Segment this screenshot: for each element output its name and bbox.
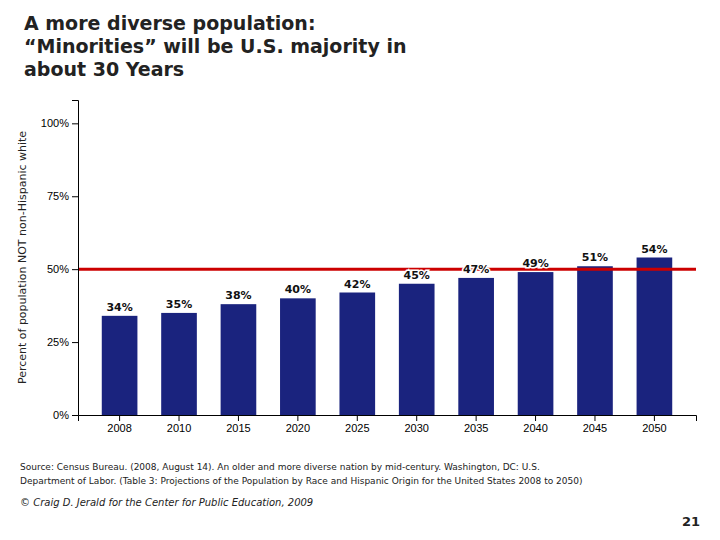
- y-tick-label: 50%: [47, 263, 69, 275]
- x-tick-label: 2050: [642, 422, 666, 434]
- y-tick-mark: [72, 269, 78, 270]
- x-tick-label: 2045: [583, 422, 607, 434]
- title: A more diverse population:“Minorities” w…: [24, 12, 406, 80]
- data-label: 45%: [404, 269, 430, 282]
- data-label: 42%: [344, 278, 370, 291]
- data-label: 38%: [225, 289, 251, 302]
- data-label: 54%: [641, 243, 667, 256]
- data-labels: 34% 35% 38% 40% 42% 45% 47% 49% 51% 54%: [106, 243, 667, 314]
- x-tick-mark: [416, 415, 417, 421]
- y-axis-line: [72, 101, 79, 416]
- title-line: “Minorities” will be U.S. majority in: [24, 35, 406, 57]
- title-line: A more diverse population:: [24, 12, 316, 34]
- y-tick: 25%: [47, 336, 78, 348]
- reference-line: [78, 268, 696, 271]
- x-tick-mark: [119, 415, 120, 421]
- x-tick: 2010: [167, 415, 191, 434]
- x-tick-label: 2040: [523, 422, 547, 434]
- annotation: 21: [682, 514, 700, 529]
- y-axis-label: Percent of population NOT non-Hispanic w…: [16, 131, 29, 384]
- y-tick: 75%: [47, 190, 78, 202]
- x-tick: 2020: [286, 415, 310, 434]
- y-tick: 100%: [41, 117, 78, 129]
- chart: A more diverse population:“Minorities” w…: [0, 0, 720, 540]
- bar: [399, 284, 435, 415]
- bar: [161, 313, 197, 415]
- data-label: 51%: [582, 251, 608, 264]
- bar: [102, 316, 138, 415]
- y-tick: 0%: [53, 409, 78, 421]
- x-tick-label: 2015: [226, 422, 250, 434]
- data-label: 34%: [106, 301, 132, 314]
- x-tick: 2008: [107, 415, 131, 434]
- bar: [339, 293, 375, 416]
- title-line: about 30 Years: [24, 58, 184, 80]
- annotation: © Craig D. Jerald for the Center for Pub…: [20, 497, 313, 508]
- x-tick: 2045: [583, 415, 607, 434]
- data-label: 47%: [463, 263, 489, 276]
- x-tick-label: 2030: [404, 422, 428, 434]
- y-tick-label: 0%: [53, 409, 69, 421]
- bar: [577, 266, 613, 415]
- y-tick: 50%: [47, 263, 78, 275]
- y-tick-label: 100%: [41, 117, 69, 129]
- data-label: 40%: [285, 283, 311, 296]
- x-tick: 2050: [642, 415, 666, 434]
- x-tick-mark: [238, 415, 239, 421]
- x-tick: 2015: [226, 415, 250, 434]
- x-tick-label: 2020: [286, 422, 310, 434]
- y-tick-label: 75%: [47, 190, 69, 202]
- x-tick: 2035: [464, 415, 488, 434]
- x-tick-mark: [179, 415, 180, 421]
- x-tick-label: 2008: [107, 422, 131, 434]
- marks: [78, 258, 696, 416]
- x-tick-mark: [357, 415, 358, 421]
- bar: [637, 258, 673, 416]
- x-tick-label: 2025: [345, 422, 369, 434]
- x-tick: 2030: [404, 415, 428, 434]
- y-tick-label: 25%: [47, 336, 69, 348]
- data-label: 49%: [522, 257, 548, 270]
- y-axis: 0% 25% 50% 75% 100%: [41, 101, 79, 422]
- x-axis: 2008 2010 2015 2020 2025 2030 2035 2040 2045 2050: [79, 415, 697, 434]
- x-tick: 2040: [523, 415, 547, 434]
- x-axis-line: [79, 416, 697, 422]
- x-tick: 2025: [345, 415, 369, 434]
- x-tick-mark: [476, 415, 477, 421]
- y-tick-mark: [72, 123, 78, 124]
- bar: [518, 272, 554, 415]
- bar: [280, 298, 316, 415]
- x-tick-label: 2035: [464, 422, 488, 434]
- plot: 2008 2010 2015 2020 2025 2030 2035 2040 2045 2050…: [16, 101, 697, 434]
- x-tick-mark: [654, 415, 655, 421]
- annotation: Department of Labor. (Table 3: Projectio…: [20, 476, 582, 486]
- x-tick-mark: [297, 415, 298, 421]
- y-tick-mark: [72, 196, 78, 197]
- data-label: 35%: [166, 298, 192, 311]
- x-tick-mark: [594, 415, 595, 421]
- bar: [221, 304, 257, 415]
- y-tick-mark: [72, 342, 78, 343]
- y-tick-mark: [72, 415, 78, 416]
- x-tick-mark: [535, 415, 536, 421]
- bar: [458, 278, 494, 415]
- annotation: Source: Census Bureau. (2008, August 14)…: [20, 462, 540, 472]
- x-tick-label: 2010: [167, 422, 191, 434]
